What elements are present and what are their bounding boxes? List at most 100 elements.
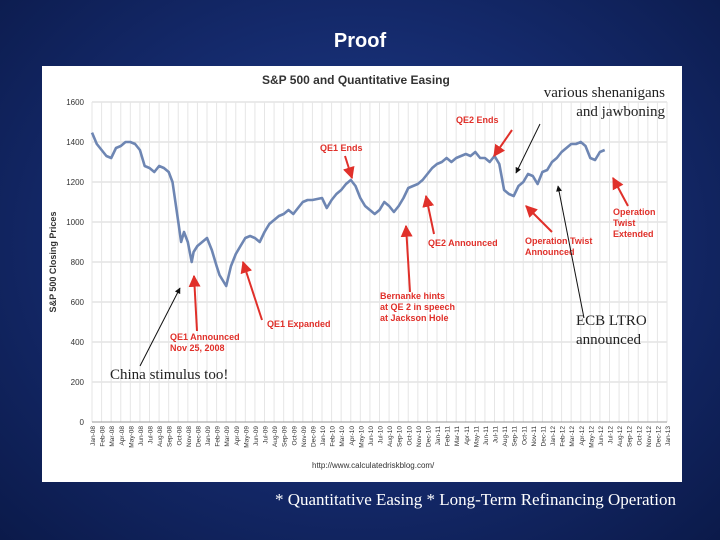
annotation-label: QE1 Announced xyxy=(170,332,240,342)
x-tick-label: Jan-12 xyxy=(550,426,557,446)
x-tick-label: Dec-12 xyxy=(655,426,662,447)
x-tick-label: Feb-10 xyxy=(330,426,337,447)
y-tick-label: 800 xyxy=(71,258,85,267)
y-tick-label: 600 xyxy=(71,298,85,307)
x-tick-label: Oct-12 xyxy=(636,426,643,446)
y-tick-label: 1000 xyxy=(66,218,84,227)
x-tick-label: Aug-12 xyxy=(617,426,624,447)
x-tick-label: Jun-08 xyxy=(138,426,145,446)
x-tick-label: Mar-08 xyxy=(109,426,116,447)
y-tick-label: 400 xyxy=(71,338,85,347)
x-tick-label: Mar-11 xyxy=(454,426,461,446)
y-tick-label: 1600 xyxy=(66,98,84,107)
x-tick-label: Jul-09 xyxy=(263,426,270,444)
x-tick-label: Apr-12 xyxy=(579,426,586,446)
x-tick-label: May-11 xyxy=(473,426,480,448)
sp500-series-line xyxy=(90,132,606,288)
x-tick-label: Apr-10 xyxy=(349,426,356,446)
annotation-label: QE1 Ends xyxy=(320,143,363,153)
footnote: * Quantitative Easing * Long-Term Refina… xyxy=(274,490,676,509)
x-tick-label: Oct-08 xyxy=(176,426,183,446)
annotation-label: QE2 Ends xyxy=(456,115,499,125)
x-tick-label: Mar-12 xyxy=(569,426,576,447)
x-tick-label: Jan-13 xyxy=(665,426,672,446)
x-tick-label: Jun-12 xyxy=(598,426,605,446)
note-china-stimulus: China stimulus too! xyxy=(110,367,229,383)
y-tick-label: 0 xyxy=(80,418,85,427)
x-tick-label: Aug-08 xyxy=(157,426,164,447)
x-tick-label: Mar-10 xyxy=(339,426,346,447)
x-tick-label: Jan-09 xyxy=(205,426,212,446)
annotation-label: QE2 Announced xyxy=(428,238,498,248)
annotation-label: Nov 25, 2008 xyxy=(170,343,225,353)
x-tick-label: Jun-09 xyxy=(253,426,260,446)
x-tick-label: Feb-11 xyxy=(445,426,452,446)
annotation-label: Operation Twist xyxy=(525,236,592,246)
x-tick-label: Sep-08 xyxy=(167,426,174,447)
annotation-label: at QE 2 in speech xyxy=(380,302,455,312)
annotation-arrow xyxy=(343,155,355,180)
x-tick-label: Dec-08 xyxy=(195,426,202,447)
y-tick-label: 1200 xyxy=(66,178,84,187)
x-tick-label: Sep-11 xyxy=(512,426,519,447)
x-tick-label: Nov-10 xyxy=(416,426,423,447)
chart-title: S&P 500 and Quantitative Easing xyxy=(262,73,450,87)
x-tick-label: Jul-08 xyxy=(148,426,155,444)
x-tick-label: Sep-10 xyxy=(397,426,404,447)
annotation-label: Twist xyxy=(613,218,635,228)
annotation-label: Operation xyxy=(613,207,656,217)
x-tick-label: Dec-11 xyxy=(540,426,547,447)
annotation-arrow xyxy=(422,194,435,235)
x-tick-label: Jan-11 xyxy=(435,426,442,446)
x-tick-label: Jul-11 xyxy=(493,426,500,444)
annotation-arrow xyxy=(188,274,201,332)
slide-title: Proof xyxy=(333,30,387,52)
x-tick-label: May-09 xyxy=(243,426,250,448)
x-tick-label: Aug-09 xyxy=(272,426,279,447)
source-url: http://www.calculatedriskblog.com/ xyxy=(312,461,435,470)
x-tick-label: Jan-10 xyxy=(320,426,327,446)
x-tick-label: Oct-11 xyxy=(521,426,528,445)
x-tick-label: Jan-08 xyxy=(90,426,97,446)
note-shenanigans: various shenanigans and jawboning xyxy=(520,84,665,122)
x-tick-label: Dec-09 xyxy=(310,426,317,447)
y-axis-label: S&P 500 Closing Prices xyxy=(48,212,58,313)
annotation-arrow xyxy=(400,224,413,293)
annotation-label: QE1 Expanded xyxy=(267,319,331,329)
x-tick-label: Dec-10 xyxy=(425,426,432,447)
x-tick-label: May-08 xyxy=(128,426,135,448)
x-tick-label: Feb-08 xyxy=(100,426,107,447)
annotation-label: Bernanke hints xyxy=(380,291,445,301)
note-ecb-ltro: ECB LTRO announced xyxy=(576,312,647,350)
x-tick-label: Sep-12 xyxy=(627,426,634,447)
x-tick-label: Aug-10 xyxy=(387,426,394,447)
annotation-arrow xyxy=(493,129,513,157)
x-tick-label: Oct-10 xyxy=(406,426,413,446)
x-tick-label: May-12 xyxy=(588,426,595,448)
x-tick-label: Oct-09 xyxy=(291,426,298,446)
note-shenanigans-line-2: and jawboning xyxy=(576,104,665,120)
x-tick-label: Feb-12 xyxy=(560,426,567,447)
x-tick-label: Apr-09 xyxy=(234,426,241,446)
chart-card: S&P 500 and Quantitative Easing 0 200 400 60… xyxy=(42,66,682,482)
x-tick-label: Apr-08 xyxy=(119,426,126,446)
x-tick-label: Nov-09 xyxy=(301,426,308,447)
y-tick-label: 200 xyxy=(71,378,85,387)
x-tick-label: Jun-10 xyxy=(368,426,375,446)
x-tick-label: Mar-09 xyxy=(224,426,231,447)
x-tick-label: Aug-11 xyxy=(502,426,509,447)
note-shenanigans-arrow xyxy=(515,123,541,174)
x-tick-label: Jul-10 xyxy=(378,426,385,444)
note-ecb-line-1: ECB LTRO xyxy=(576,313,647,329)
x-tick-label: Jun-11 xyxy=(483,426,490,446)
x-tick-label: Sep-09 xyxy=(282,426,289,447)
x-tick-label: Nov-11 xyxy=(531,426,538,447)
note-ecb-line-2: announced xyxy=(576,332,641,348)
sp500-qe-chart: S&P 500 and Quantitative Easing 0 200 400 60… xyxy=(48,73,672,470)
note-shenanigans-line-1: various shenanigans xyxy=(543,85,665,101)
annotation-label: Extended xyxy=(613,229,654,239)
annotation-arrow xyxy=(240,260,263,321)
x-tick-label: Nov-08 xyxy=(186,426,193,447)
x-tick-label: Jul-12 xyxy=(608,426,615,444)
annotation-arrow xyxy=(525,205,553,233)
